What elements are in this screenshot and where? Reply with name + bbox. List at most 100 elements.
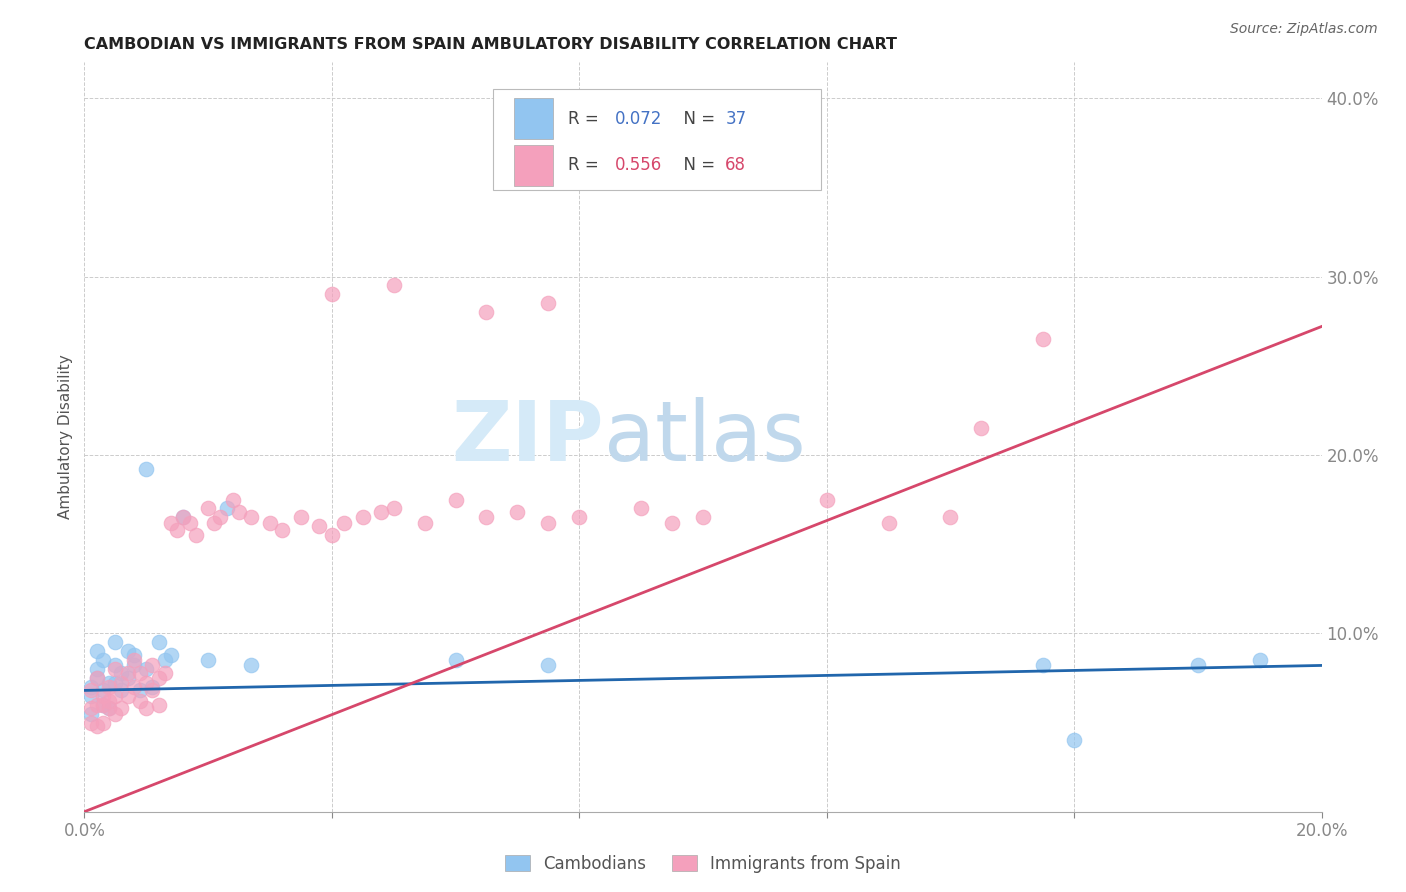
Text: 68: 68 <box>725 156 747 175</box>
Point <box>153 653 176 667</box>
Point <box>1032 658 1054 673</box>
Point <box>98 676 121 690</box>
Point <box>939 510 962 524</box>
Point <box>184 528 207 542</box>
Point <box>104 706 127 721</box>
Point <box>352 510 374 524</box>
Point <box>506 505 529 519</box>
Point <box>98 701 121 715</box>
Point <box>104 676 127 690</box>
Point <box>271 523 294 537</box>
Point <box>815 492 838 507</box>
Point <box>444 653 467 667</box>
Point <box>122 658 145 673</box>
Legend: Cambodians, Immigrants from Spain: Cambodians, Immigrants from Spain <box>499 848 907 880</box>
Point <box>79 689 101 703</box>
Point <box>141 680 163 694</box>
Point <box>129 694 152 708</box>
Text: N =: N = <box>673 110 721 128</box>
FancyBboxPatch shape <box>513 145 554 186</box>
Y-axis label: Ambulatory Disability: Ambulatory Disability <box>58 355 73 519</box>
Point <box>91 698 114 712</box>
Text: R =: R = <box>568 110 605 128</box>
Point <box>370 505 392 519</box>
Point <box>117 671 139 685</box>
Point <box>104 658 127 673</box>
Point <box>117 665 139 680</box>
Point <box>202 516 225 530</box>
Point <box>197 653 219 667</box>
Point <box>135 676 157 690</box>
Point <box>122 680 145 694</box>
Point <box>166 523 188 537</box>
Text: CAMBODIAN VS IMMIGRANTS FROM SPAIN AMBULATORY DISABILITY CORRELATION CHART: CAMBODIAN VS IMMIGRANTS FROM SPAIN AMBUL… <box>84 37 897 52</box>
Text: Source: ZipAtlas.com: Source: ZipAtlas.com <box>1230 22 1378 37</box>
Point <box>79 701 101 715</box>
Point <box>153 665 176 680</box>
Point <box>98 701 121 715</box>
Point <box>1032 332 1054 346</box>
Text: 0.072: 0.072 <box>616 110 662 128</box>
Point <box>240 510 263 524</box>
Point <box>290 510 312 524</box>
Point <box>222 492 245 507</box>
Point <box>172 510 194 524</box>
Point <box>1249 653 1271 667</box>
Point <box>179 516 201 530</box>
Point <box>79 683 101 698</box>
Point <box>117 689 139 703</box>
Point <box>209 510 232 524</box>
Point <box>877 516 900 530</box>
Point <box>537 658 560 673</box>
Point <box>141 658 163 673</box>
Point <box>259 516 281 530</box>
Point <box>135 701 157 715</box>
Point <box>228 505 250 519</box>
FancyBboxPatch shape <box>513 98 554 139</box>
Point <box>86 698 108 712</box>
Point <box>79 706 101 721</box>
Text: 0.556: 0.556 <box>616 156 662 175</box>
Point <box>148 671 170 685</box>
Point <box>692 510 714 524</box>
Point <box>98 694 121 708</box>
Point <box>98 680 121 694</box>
Point <box>215 501 238 516</box>
Point <box>475 510 498 524</box>
Point <box>79 715 101 730</box>
Point <box>475 305 498 319</box>
Point <box>104 689 127 703</box>
Point <box>240 658 263 673</box>
Text: atlas: atlas <box>605 397 806 477</box>
Point <box>110 683 132 698</box>
Point <box>1187 658 1209 673</box>
Point <box>91 698 114 712</box>
Point <box>148 635 170 649</box>
Point <box>91 653 114 667</box>
Point <box>160 516 183 530</box>
Point <box>110 701 132 715</box>
Point <box>444 492 467 507</box>
Point <box>308 519 330 533</box>
Point <box>141 683 163 698</box>
FancyBboxPatch shape <box>492 88 821 190</box>
Point <box>86 671 108 685</box>
Point <box>661 516 683 530</box>
Point <box>413 516 436 530</box>
Point <box>135 662 157 676</box>
Point <box>91 715 114 730</box>
Point <box>122 648 145 662</box>
Point <box>129 665 152 680</box>
Point <box>382 278 405 293</box>
Text: R =: R = <box>568 156 605 175</box>
Point <box>129 683 152 698</box>
Point <box>104 662 127 676</box>
Point <box>1063 733 1085 747</box>
Point <box>333 516 356 530</box>
Point <box>91 689 114 703</box>
Point <box>86 671 108 685</box>
Point <box>86 644 108 658</box>
Point <box>160 648 183 662</box>
Point <box>86 719 108 733</box>
Point <box>568 510 591 524</box>
